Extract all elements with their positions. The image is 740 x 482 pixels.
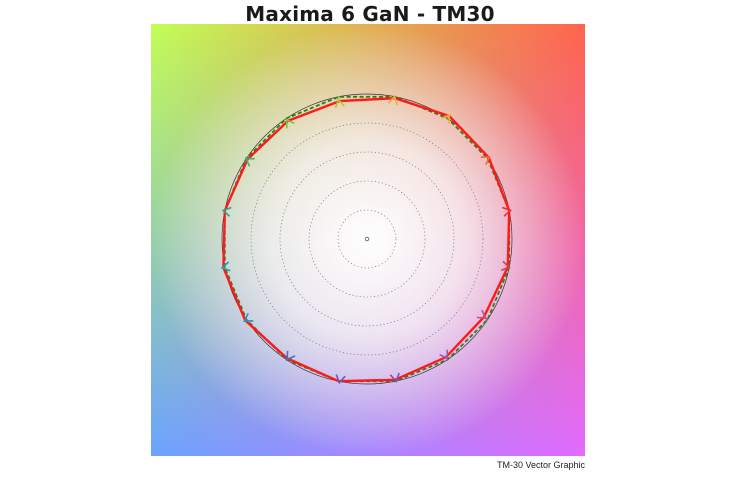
hue-bin-arrow-16	[500, 260, 511, 271]
chart-title: Maxima 6 GaN - TM30	[245, 2, 495, 26]
hue-bin-arrow-6	[285, 118, 295, 129]
hue-bin-arrow-9	[220, 261, 231, 272]
grid-ring-4	[250, 122, 484, 356]
hue-bin-arrows	[220, 95, 513, 385]
reference-circle-line	[221, 93, 513, 385]
hue-bin-arrow-1	[502, 206, 513, 217]
hue-bin-arrow-11	[285, 350, 296, 361]
hue-bin-arrow-12	[335, 374, 346, 385]
hue-bin-arrow-5	[334, 96, 345, 109]
hue-bin-arrow-14	[439, 349, 449, 360]
hue-bin-arrow-3	[441, 113, 451, 124]
grid-ring-1	[337, 209, 397, 269]
hue-bin-arrow-15	[476, 309, 489, 321]
hue-bin-arrow-10	[243, 312, 254, 323]
grid-ring-2	[308, 180, 426, 298]
hue-bin-arrow-13	[389, 372, 400, 383]
hue-bin-arrow-4	[388, 95, 399, 106]
tm30-vector-chart	[151, 24, 585, 456]
hue-bin-arrow-7	[244, 157, 255, 167]
hue-bin-arrow-2	[480, 155, 491, 166]
grid-ring-3	[279, 151, 455, 327]
grid-rings	[250, 122, 484, 356]
chart-caption: TM-30 Vector Graphic	[496, 460, 585, 470]
center-marker	[364, 236, 370, 242]
reference-circle	[221, 93, 513, 385]
hue-bin-arrow-8	[221, 206, 232, 217]
